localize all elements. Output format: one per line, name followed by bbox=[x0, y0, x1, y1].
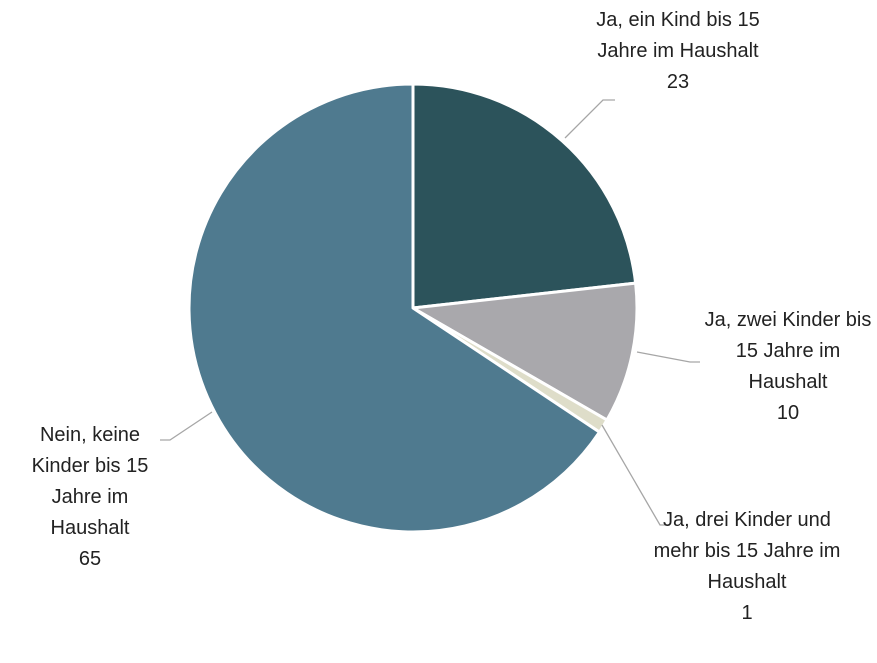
pie-slice bbox=[187, 82, 601, 534]
category-label: Ja, drei Kinder und mehr bis 15 Jahre im… bbox=[653, 509, 841, 593]
category-label: Ja, ein Kind bis 15 Jahre im Haushalt bbox=[596, 9, 760, 62]
slice-label: Ja, ein Kind bis 15 Jahre im Haushalt 23 bbox=[593, 5, 763, 98]
slice-label: Ja, drei Kinder und mehr bis 15 Jahre im… bbox=[652, 505, 842, 629]
value-label: 1 bbox=[741, 602, 753, 624]
pie-slice bbox=[411, 82, 638, 310]
leader-line bbox=[160, 411, 213, 441]
value-label: 10 bbox=[776, 402, 800, 424]
pie-slice bbox=[411, 281, 639, 422]
category-label: Nein, keine Kinder bis 15 Jahre im Haush… bbox=[31, 424, 149, 539]
leader-line bbox=[564, 99, 615, 139]
slice-label: Nein, keine Kinder bis 15 Jahre im Haush… bbox=[10, 420, 170, 575]
leader-line bbox=[601, 424, 668, 526]
slice-label: Ja, zwei Kinder bis 15 Jahre im Haushalt… bbox=[695, 305, 877, 429]
value-label: 23 bbox=[666, 71, 690, 93]
leader-line bbox=[636, 351, 700, 363]
value-label: 65 bbox=[78, 548, 102, 570]
category-label: Ja, zwei Kinder bis 15 Jahre im Haushalt bbox=[704, 309, 872, 393]
